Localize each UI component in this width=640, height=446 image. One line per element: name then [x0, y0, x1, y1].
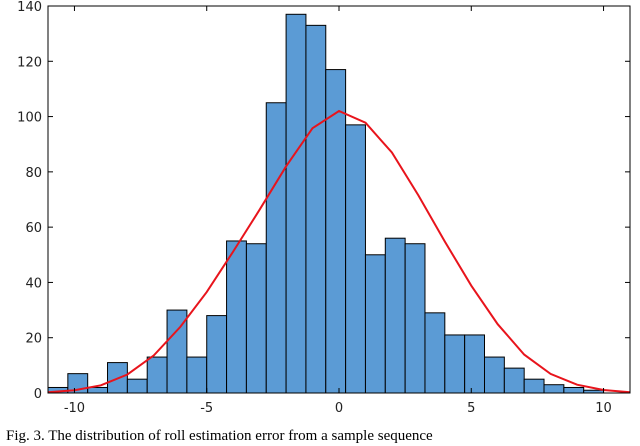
histogram-bar — [206, 315, 228, 394]
histogram-bar — [226, 240, 247, 394]
y-tick-label: 0 — [34, 387, 42, 402]
histogram-bar — [464, 334, 485, 394]
x-tick-label: -5 — [200, 401, 213, 416]
y-tick-label: 20 — [25, 332, 42, 347]
y-tick-label: 40 — [25, 276, 42, 291]
y-tick-label: 120 — [17, 55, 42, 70]
histogram-bar — [384, 237, 406, 394]
histogram-bar — [404, 243, 426, 394]
histogram-bar — [305, 24, 327, 394]
y-tick-label: 80 — [25, 166, 42, 181]
histogram-bar — [186, 356, 208, 394]
histogram-bar — [364, 254, 386, 394]
x-tick-label: 5 — [467, 401, 475, 416]
histogram-bar — [424, 312, 446, 394]
histogram-bar — [87, 386, 109, 394]
histogram-bar — [563, 386, 585, 394]
histogram-bar — [444, 334, 466, 394]
x-tick-label: -10 — [64, 401, 85, 416]
y-tick-label: 140 — [17, 0, 42, 15]
histogram-bar — [523, 378, 545, 394]
fitted-curve — [47, 109, 631, 394]
histogram-bar — [285, 13, 307, 394]
histogram-bar — [543, 384, 565, 394]
y-tick-label: 100 — [17, 111, 42, 126]
figure-caption: Fig. 3. The distribution of roll estimat… — [6, 428, 433, 444]
histogram-bar — [345, 124, 366, 394]
histogram-bar — [265, 102, 287, 394]
histogram-bar — [126, 378, 148, 394]
histogram-bar — [245, 243, 267, 394]
y-tick-label: 60 — [25, 221, 42, 236]
axis-ticks — [48, 5, 630, 394]
histogram-bar — [503, 367, 525, 394]
x-tick-label: 10 — [595, 401, 612, 416]
histogram-bar — [146, 356, 168, 394]
histogram-bars — [47, 13, 605, 394]
histogram-bar — [484, 356, 505, 394]
x-tick-label: 0 — [335, 401, 343, 416]
